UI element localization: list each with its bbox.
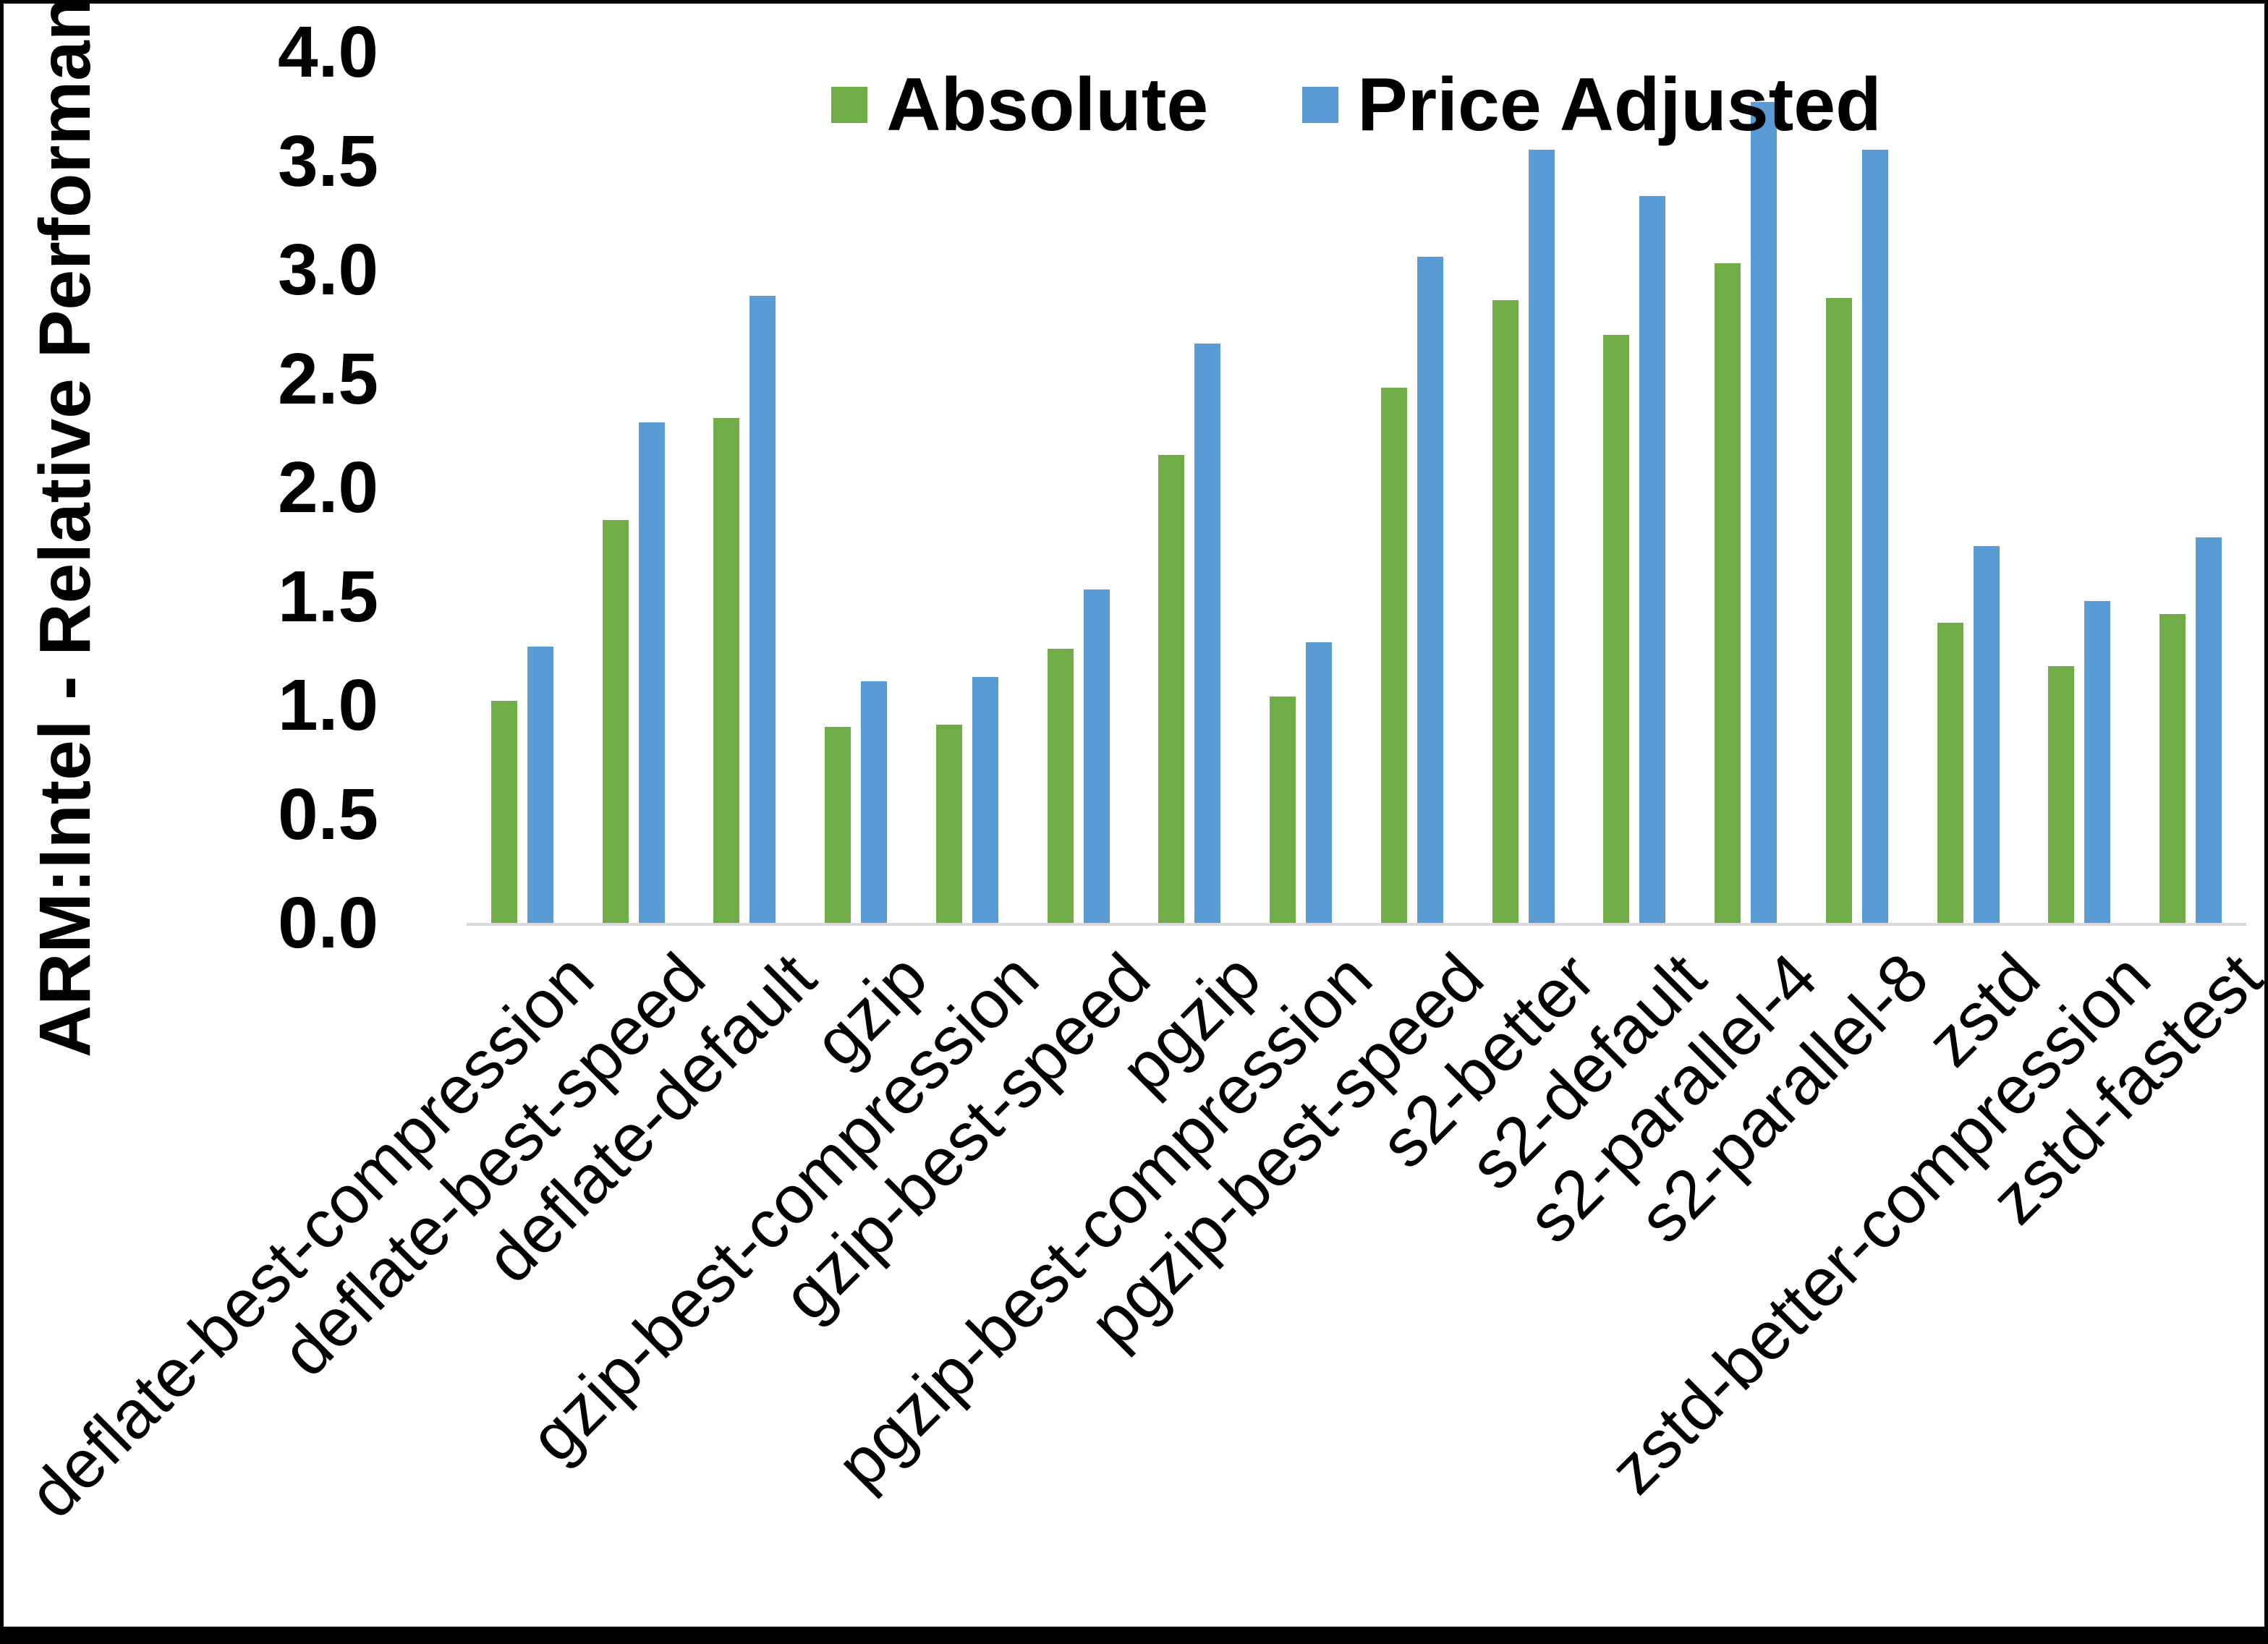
bar-group [1468, 52, 1579, 923]
bar-price-adjusted [861, 681, 888, 923]
bar-price-adjusted [1973, 546, 2000, 923]
bar-price-adjusted [1861, 150, 1888, 923]
bar-absolute [1270, 696, 1296, 923]
x-axis-category-labels: deflate-best-compression deflate-best-spe… [4, 4, 2264, 1627]
bar-price-adjusted [972, 676, 998, 923]
bar-group [2135, 52, 2246, 923]
bar-price-adjusted [1083, 589, 1110, 923]
bar-price-adjusted [1639, 195, 1666, 923]
bar-price-adjusted [749, 296, 776, 923]
bar-absolute [1492, 300, 1519, 923]
bar-group [578, 52, 689, 923]
bar-group [467, 52, 578, 923]
bar-price-adjusted [1306, 642, 1333, 923]
bar-price-adjusted [1417, 256, 1443, 923]
bar-group [1801, 52, 1913, 923]
bar-absolute [1380, 387, 1407, 923]
plot-area: 4.0 3.5 3.0 2.5 2.0 1.5 1.0 0.5 0.0 [278, 16, 2246, 959]
bar-price-adjusted [2084, 600, 2111, 923]
bar-absolute [1715, 263, 1741, 923]
bar-group [1134, 52, 1246, 923]
bar-absolute [602, 520, 629, 923]
bar-price-adjusted [1528, 150, 1555, 923]
bar-group [689, 52, 801, 923]
bar-group [2024, 52, 2136, 923]
bar-price-adjusted [527, 646, 553, 923]
y-tick-label: 0.5 [277, 773, 378, 855]
y-tick-label: 4.0 [277, 12, 378, 93]
y-tick-label: 1.5 [277, 555, 378, 637]
bar-absolute [935, 725, 962, 923]
bar-group [1579, 52, 1691, 923]
y-tick-label: 3.0 [277, 229, 378, 310]
bar-series-container [467, 52, 2246, 923]
bar-absolute [2048, 665, 2075, 923]
y-tick-label: 3.5 [277, 120, 378, 202]
bar-absolute [1937, 622, 1963, 923]
bar-group [1690, 52, 1801, 923]
bar-price-adjusted [1751, 102, 1778, 923]
bar-absolute [490, 700, 517, 923]
bar-absolute [713, 417, 740, 923]
bar-group [1245, 52, 1356, 923]
bar-price-adjusted [2196, 537, 2222, 923]
y-tick-label: 1.0 [277, 665, 378, 746]
bar-absolute [1825, 298, 1852, 923]
bar-absolute [1047, 648, 1074, 923]
bar-group [1356, 52, 1468, 923]
bar-group [1913, 52, 2024, 923]
bar-absolute [825, 727, 851, 923]
bar-absolute [2159, 613, 2186, 923]
bar-price-adjusted [638, 422, 665, 923]
bar-absolute [1603, 335, 1630, 923]
bar-group [912, 52, 1023, 923]
y-tick-label: 2.5 [277, 338, 378, 419]
bar-absolute [1158, 454, 1185, 923]
y-tick-label: 2.0 [277, 447, 378, 528]
bar-price-adjusted [1194, 344, 1221, 923]
bar-group [1023, 52, 1134, 923]
y-tick-label: 0.0 [277, 882, 378, 963]
bar-group [800, 52, 912, 923]
